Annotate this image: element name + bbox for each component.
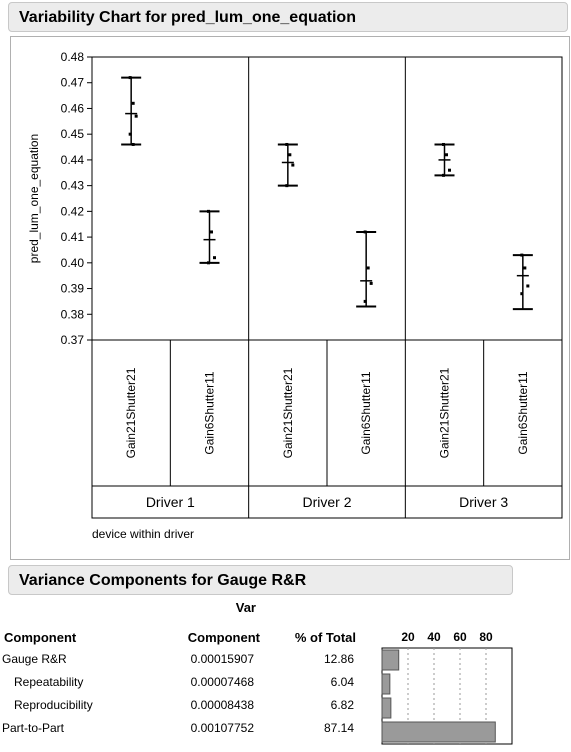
bar-axis-label: 20 [401,630,415,644]
data-point [128,76,132,80]
var-component-value: 0.00008438 [190,698,254,712]
data-point [210,230,213,234]
var-component-header: Component [187,630,260,645]
component-name: Reproducibility [14,698,93,712]
variance-panel-title: Variance Components for Gauge R&R [19,572,307,589]
bar-axis-label: 40 [427,630,441,644]
var-component-value: 0.00007468 [190,675,254,689]
y-tick-label: 0.45 [61,127,85,141]
data-point [207,261,210,265]
data-point [445,153,448,157]
y-tick-label: 0.41 [61,230,85,244]
y-tick-label: 0.39 [61,282,85,296]
y-tick-label: 0.37 [61,333,85,347]
data-point [448,168,451,172]
device-label: Gain21Shutter21 [124,367,138,458]
device-label: Gain21Shutter21 [281,367,295,458]
driver-label: Driver 2 [302,494,351,510]
y-tick-label: 0.42 [61,204,85,218]
grouping-label: device within driver [92,527,194,541]
chart-frame [10,36,570,560]
chart-panel-title: Variability Chart for pred_lum_one_equat… [19,9,356,26]
chart-panel-header[interactable]: Variability Chart for pred_lum_one_equat… [8,2,568,32]
data-point [442,173,445,177]
data-point [366,266,370,270]
device-label: Gain21Shutter21 [438,367,452,458]
pct-bar [381,649,400,671]
pct-total-value: 87.14 [323,721,354,735]
component-name: Gauge R&R [2,652,67,666]
y-tick-label: 0.40 [61,256,85,270]
y-axis-label: pred_lum_one_equation [27,134,41,263]
var-component-value: 0.00107752 [190,721,254,735]
bar-axis-label: 60 [453,630,467,644]
y-tick-label: 0.47 [61,76,85,90]
component-header: Component [4,630,77,645]
data-point [442,142,445,146]
y-tick-label: 0.44 [61,153,85,167]
pct-bar [381,697,392,719]
data-point [288,153,292,157]
component-name: Part-to-Part [2,721,65,735]
data-point [520,253,524,257]
data-point [285,184,289,188]
data-point [285,142,289,146]
pct-total-header: % of Total [294,630,356,645]
bar-axis-label: 80 [479,630,493,644]
device-label: Gain6Shutter11 [516,371,530,454]
component-name: Repeatability [14,675,84,689]
pct-bar [381,721,496,743]
var-component-value: 0.00015907 [190,652,254,666]
driver-label: Driver 3 [459,494,508,510]
data-point [213,256,216,260]
data-point [526,284,530,288]
y-tick-label: 0.38 [61,307,85,321]
var-header-top: Var [235,600,256,615]
y-tick-label: 0.48 [61,50,85,64]
data-point [207,209,210,213]
pct-total-value: 6.04 [330,675,354,689]
data-point [134,114,138,118]
pct-bar [381,673,391,695]
data-point [131,142,135,146]
pct-total-value: 12.86 [323,652,354,666]
data-point [128,132,132,136]
data-point [291,163,295,167]
data-point [520,292,524,296]
driver-label: Driver 1 [146,494,195,510]
plot-area [91,56,563,341]
device-label: Gain6Shutter11 [203,371,217,454]
data-point [369,281,373,285]
y-tick-label: 0.43 [61,179,85,193]
pct-total-value: 6.82 [330,698,354,712]
data-point [363,230,367,234]
y-tick-label: 0.46 [61,101,85,115]
variance-panel-header[interactable]: Variance Components for Gauge R&R [8,565,513,595]
data-point [131,101,135,105]
data-point [363,299,367,303]
device-label: Gain6Shutter11 [359,371,373,454]
variability-chart: 0.37 0.38 0.39 0.40 0.41 0.42 0.43 0.44 0.45 0.46… [27,50,563,541]
data-point [523,266,527,270]
